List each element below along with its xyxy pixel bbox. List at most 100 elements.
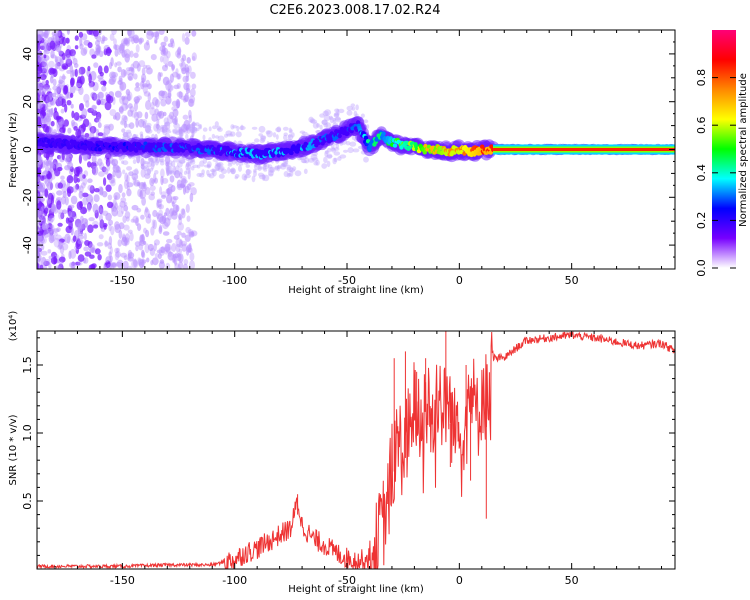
haze-blob bbox=[122, 132, 129, 138]
noise-blob bbox=[72, 57, 78, 66]
haze-blob bbox=[174, 170, 181, 175]
noise-blob bbox=[70, 261, 76, 269]
noise-blob bbox=[142, 120, 146, 129]
haze-blob bbox=[211, 133, 216, 139]
noise-blob bbox=[189, 260, 195, 269]
haze-blob bbox=[172, 129, 179, 135]
noise-blob bbox=[161, 124, 168, 133]
noise-blob bbox=[185, 163, 192, 171]
noise-blob bbox=[180, 175, 187, 184]
ridge-point bbox=[134, 148, 139, 153]
noise-blob bbox=[42, 58, 48, 67]
noise-blob bbox=[144, 124, 151, 133]
noise-blob bbox=[144, 111, 149, 120]
noise-blob bbox=[53, 232, 58, 237]
haze-blob bbox=[275, 127, 281, 133]
noise-blob bbox=[158, 226, 163, 235]
noise-blob bbox=[127, 249, 133, 259]
ridge-point bbox=[198, 144, 203, 149]
haze-blob bbox=[353, 110, 358, 118]
noise-blob bbox=[135, 217, 139, 227]
haze-blob bbox=[288, 127, 292, 134]
noise-blob bbox=[168, 183, 174, 189]
colorbar-gradient bbox=[712, 30, 736, 268]
noise-blob bbox=[107, 263, 112, 268]
figure-title: C2E6.2023.008.17.02.R24 bbox=[269, 3, 440, 18]
haze-blob bbox=[164, 121, 171, 127]
noise-blob bbox=[37, 236, 41, 247]
noise-blob bbox=[155, 123, 160, 129]
noise-blob bbox=[127, 72, 134, 81]
haze-blob bbox=[190, 158, 196, 163]
noise-blob bbox=[151, 31, 155, 38]
noise-blob bbox=[157, 253, 162, 260]
noise-blob bbox=[124, 172, 129, 182]
noise-blob bbox=[37, 55, 41, 64]
noise-blob bbox=[93, 62, 99, 68]
haze-blob bbox=[234, 174, 240, 178]
haze-blob bbox=[208, 173, 215, 179]
noise-blob bbox=[161, 126, 165, 134]
noise-blob bbox=[73, 112, 80, 121]
haze-blob bbox=[311, 157, 319, 162]
noise-blob bbox=[156, 199, 162, 208]
noise-blob bbox=[132, 215, 139, 224]
haze-blob bbox=[194, 127, 200, 132]
noise-blob bbox=[89, 48, 95, 57]
haze-blob bbox=[350, 103, 356, 108]
noise-blob bbox=[185, 226, 191, 234]
haze-blob bbox=[125, 129, 132, 134]
noise-blob bbox=[39, 73, 47, 81]
noise-blob bbox=[182, 184, 187, 195]
noise-blob bbox=[63, 119, 69, 127]
haze-blob bbox=[332, 157, 337, 165]
noise-blob bbox=[54, 265, 61, 269]
haze-blob bbox=[287, 134, 294, 141]
noise-blob bbox=[109, 62, 113, 70]
colorbar-tick-label: 0.8 bbox=[695, 69, 708, 87]
noise-blob bbox=[37, 116, 41, 125]
haze-blob bbox=[323, 123, 329, 128]
haze-blob bbox=[299, 130, 306, 134]
noise-blob bbox=[122, 215, 127, 224]
noise-blob bbox=[133, 73, 138, 80]
noise-blob bbox=[37, 161, 41, 169]
noise-blob bbox=[145, 216, 152, 224]
noise-blob bbox=[87, 224, 94, 233]
noise-blob bbox=[164, 63, 168, 68]
noise-blob bbox=[39, 175, 45, 181]
noise-blob bbox=[41, 79, 46, 86]
noise-blob bbox=[127, 30, 135, 39]
noise-blob bbox=[124, 95, 129, 100]
noise-blob bbox=[121, 114, 128, 121]
noise-blob bbox=[189, 192, 194, 203]
noise-blob bbox=[52, 163, 57, 171]
noise-blob bbox=[140, 163, 145, 170]
noise-blob bbox=[108, 78, 115, 85]
noise-blob bbox=[89, 254, 95, 259]
noise-blob bbox=[187, 169, 191, 180]
haze-blob bbox=[154, 170, 159, 175]
noise-blob bbox=[135, 245, 139, 252]
haze-blob bbox=[168, 160, 173, 165]
haze-blob bbox=[191, 121, 196, 127]
noise-blob bbox=[144, 173, 151, 180]
noise-blob bbox=[72, 185, 78, 193]
noise-blob bbox=[154, 39, 158, 44]
ridge-tone-red bbox=[493, 148, 675, 151]
noise-blob bbox=[176, 83, 181, 89]
y-tick-label: 1.5 bbox=[21, 356, 34, 374]
haze-blob bbox=[177, 161, 183, 168]
ridge-point bbox=[480, 144, 485, 149]
noise-blob bbox=[158, 90, 166, 97]
spectrogram-ridge bbox=[37, 116, 675, 166]
noise-blob bbox=[176, 48, 182, 56]
noise-blob bbox=[103, 264, 107, 269]
noise-blob bbox=[121, 49, 126, 58]
noise-blob bbox=[100, 39, 105, 44]
haze-blob bbox=[217, 163, 221, 170]
noise-blob bbox=[158, 204, 164, 210]
haze-blob bbox=[175, 165, 180, 172]
noise-blob bbox=[147, 92, 151, 102]
colorbar-ticks: 0.0 0.2 0.4 0.6 0.8 bbox=[695, 69, 736, 277]
